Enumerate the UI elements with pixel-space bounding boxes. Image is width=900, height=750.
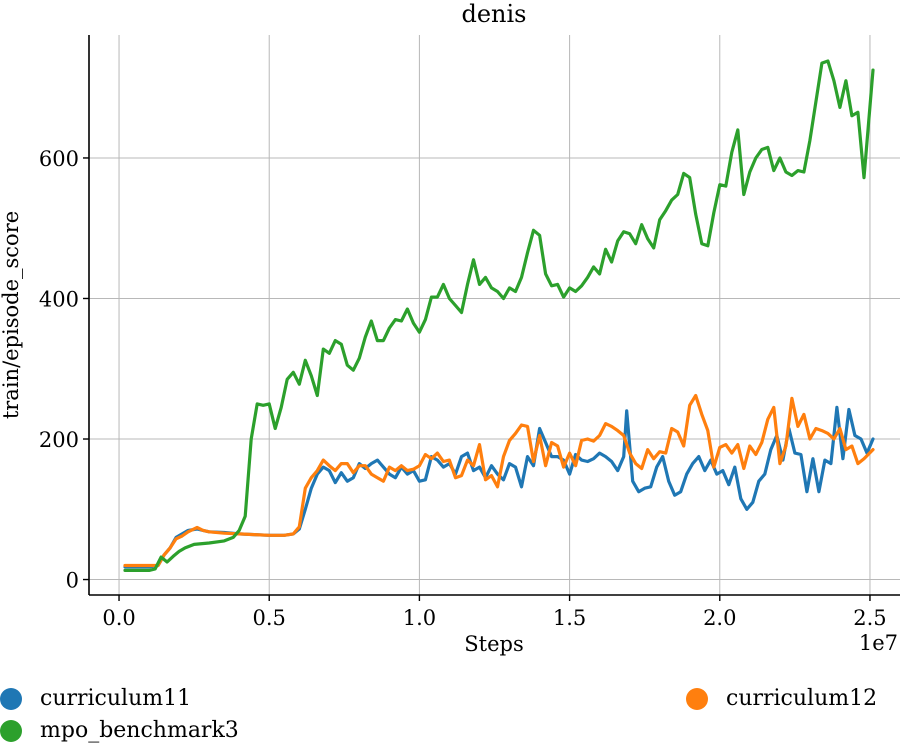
y-tick-label: 200 <box>39 428 79 452</box>
x-ticks: 0.0 0.5 1.0 1.5 2.0 2.5 <box>102 595 887 630</box>
x-tick-label: 2.5 <box>853 606 886 630</box>
y-tick-label: 400 <box>39 287 79 311</box>
y-tick-label: 600 <box>39 147 79 171</box>
legend-label-curriculum12: curriculum12 <box>726 686 878 711</box>
legend-marker-curriculum12 <box>686 687 708 710</box>
series-lines <box>123 59 875 572</box>
legend-label-curriculum11: curriculum11 <box>40 686 192 711</box>
legend-item-curriculum12: curriculum12 <box>686 686 877 711</box>
chart-title: denis <box>461 0 526 28</box>
legend-marker-curriculum11 <box>0 687 22 710</box>
x-tick-label: 0.0 <box>102 606 135 630</box>
series-line-curriculum12 <box>123 393 875 568</box>
legend-marker-mpo-benchmark3 <box>0 719 22 742</box>
grid <box>89 35 900 595</box>
legend-item-curriculum11: curriculum11 <box>0 686 191 711</box>
legend-label-mpo-benchmark3: mpo_benchmark3 <box>40 718 239 743</box>
x-tick-label: 0.5 <box>253 606 286 630</box>
x-tick-label: 1.0 <box>403 606 436 630</box>
y-axis-label: train/episode_score <box>0 211 23 419</box>
y-tick-label: 0 <box>66 569 79 593</box>
x-offset-label: 1e7 <box>859 631 898 655</box>
legend: curriculum11 curriculum12 mpo_benchmark3 <box>0 676 900 746</box>
series-line-mpo-benchmark3 <box>123 59 875 572</box>
line-chart: denis 0.0 0.5 1.0 1.5 2.0 2.5 0 200 400 600 Step… <box>0 0 900 656</box>
x-tick-label: 1.5 <box>553 606 586 630</box>
x-axis-label: Steps <box>464 632 523 656</box>
x-tick-label: 2.0 <box>703 606 736 630</box>
legend-item-mpo-benchmark3: mpo_benchmark3 <box>0 718 239 743</box>
y-ticks: 0 200 400 600 <box>39 147 89 593</box>
